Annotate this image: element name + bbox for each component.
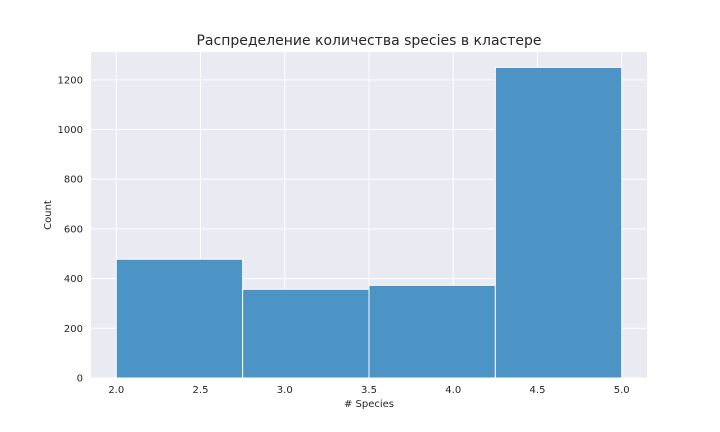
- x-tick-label: 5.0: [614, 385, 630, 396]
- histogram-bar: [242, 288, 370, 379]
- y-axis-ticks: 0 200 400 600 800 1000 1200: [58, 75, 83, 384]
- chart-title: Распределение количества species в класт…: [196, 33, 541, 49]
- x-axis-ticks: 2.0 2.5 3.0 3.5 4.0 4.5 5.0: [108, 385, 629, 396]
- y-tick-label: 1000: [58, 125, 83, 136]
- x-tick-label: 3.5: [361, 385, 377, 396]
- x-tick-label: 2.5: [193, 385, 209, 396]
- y-tick-label: 800: [64, 175, 83, 186]
- y-axis-label: Count: [43, 200, 54, 230]
- x-tick-label: 2.0: [108, 385, 124, 396]
- y-tick-label: 400: [64, 274, 83, 285]
- bars: [115, 66, 623, 379]
- histogram-bar: [494, 66, 623, 379]
- histogram-bar: [368, 284, 496, 379]
- x-tick-label: 4.0: [445, 385, 461, 396]
- y-tick-label: 200: [64, 324, 83, 335]
- y-tick-label: 600: [64, 224, 83, 235]
- histogram-bar: [115, 258, 244, 379]
- y-tick-label: 1200: [58, 75, 83, 86]
- x-tick-label: 3.0: [277, 385, 293, 396]
- x-axis-label: # Species: [344, 399, 394, 410]
- x-tick-label: 4.5: [530, 385, 546, 396]
- y-tick-label: 0: [77, 374, 83, 385]
